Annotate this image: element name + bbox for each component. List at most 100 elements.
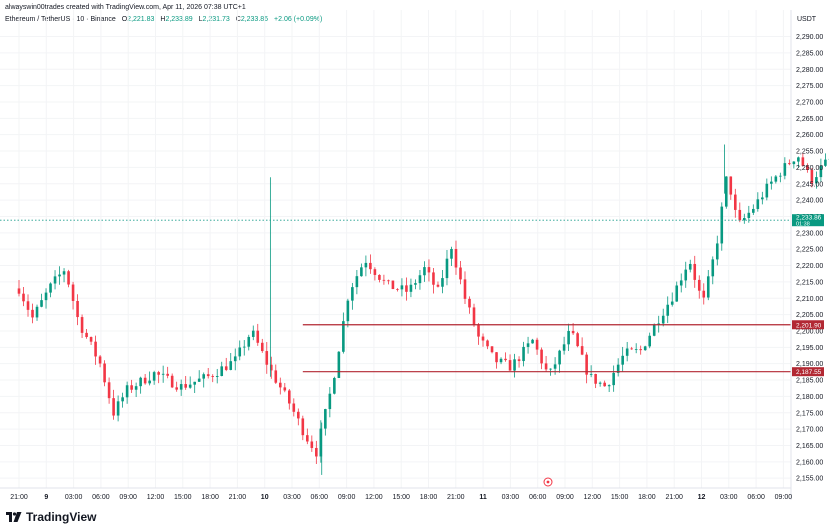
event-marker-dot [546,480,550,484]
candle [112,389,115,420]
candle [824,153,827,167]
time-tick-label: 18:00 [638,494,656,501]
candle-body [752,208,755,213]
candle [715,235,719,266]
candle-body [414,283,417,285]
candle-body [229,361,233,370]
candle [206,367,210,379]
candle [193,381,196,393]
candle [211,374,215,383]
candle [53,270,57,290]
candle [152,370,156,385]
candle-body [297,411,300,419]
candle [328,387,332,418]
candle-body [693,263,697,280]
candle-body [103,363,106,383]
candle-body [224,366,228,370]
ohlc-open-label: O [121,16,128,23]
time-tick-label: 21:00 [447,494,465,501]
price-tick-label: 2,245.00 [796,181,823,188]
candle [265,342,269,374]
candle [360,263,363,277]
candle-body [337,351,341,378]
candle [738,202,742,223]
candle-body [152,372,156,381]
candle [797,156,800,168]
candle-body [346,300,350,322]
candle [67,269,70,288]
candle [729,176,733,200]
time-tick-label: 15:00 [174,494,192,501]
candle-body [450,248,453,259]
candle-body [157,372,160,375]
candle [765,178,769,201]
candle [815,171,818,189]
candle [486,339,489,350]
candle [125,381,129,404]
candle-body [815,177,818,184]
candle-body [499,358,503,363]
candle-body [35,306,39,318]
candle-body [67,271,70,285]
candle-body [405,285,408,292]
price-tick-label: 2,165.00 [796,443,823,450]
candle-body [265,351,269,365]
candle-body [684,269,688,281]
candle [806,163,809,173]
candle-body [747,212,751,218]
candle-body [260,342,264,352]
candle-body [364,262,368,268]
candle-body [333,377,336,394]
candle-body [756,199,760,209]
candle [166,366,169,379]
candle-body [184,384,187,388]
candle [526,336,530,354]
chart-caption: alwayswin00trades created with TradingVi… [5,4,246,11]
candle-body [301,418,305,436]
candle [85,329,88,339]
candle-body [513,359,516,371]
candle [522,341,525,367]
candle-body [580,346,584,355]
candle-body [459,267,462,280]
candle [603,380,606,387]
candle [743,213,746,224]
tradingview-logo[interactable]: TradingView [6,510,96,524]
candle [382,274,386,285]
level-price-tag [792,320,824,330]
candle [116,395,120,422]
candle-body [679,280,683,286]
candle [405,277,408,301]
candle-body [607,385,611,387]
candle [612,365,615,392]
candle-body [688,263,692,270]
ohlc-low-value: 2,231.73 [202,16,230,23]
candle [675,281,679,302]
event-marker-icon[interactable] [543,477,553,487]
candle [288,388,291,410]
candle [468,296,471,314]
candle-body [161,373,165,375]
candle-body [463,279,467,299]
price-axis[interactable]: 2,155.00 2,160.00 2,165.00 2,170.00 2,175.00… [790,10,824,500]
symbol-legend: Ethereum / TetherUS · 10 · Binance O2,22… [5,16,322,23]
candle [256,323,260,346]
candle [540,347,543,370]
candle [269,356,273,379]
candle-body [589,373,593,375]
candle [148,371,151,386]
candle [472,303,476,327]
candle [17,280,21,297]
candle-body [711,259,715,277]
time-axis[interactable]: 21:00 9 03:00 06:00 09:00 12:00 15:00 18:00 21:0… [0,477,792,501]
candle [103,360,106,387]
candle [733,188,737,218]
ohlc-close-value: 2,233.86 [240,16,269,23]
candle [648,332,651,349]
price-tick-label: 2,230.00 [796,230,823,237]
candle-body [765,183,769,198]
candle-body [94,341,97,357]
candle [22,286,25,307]
candle [391,280,395,290]
